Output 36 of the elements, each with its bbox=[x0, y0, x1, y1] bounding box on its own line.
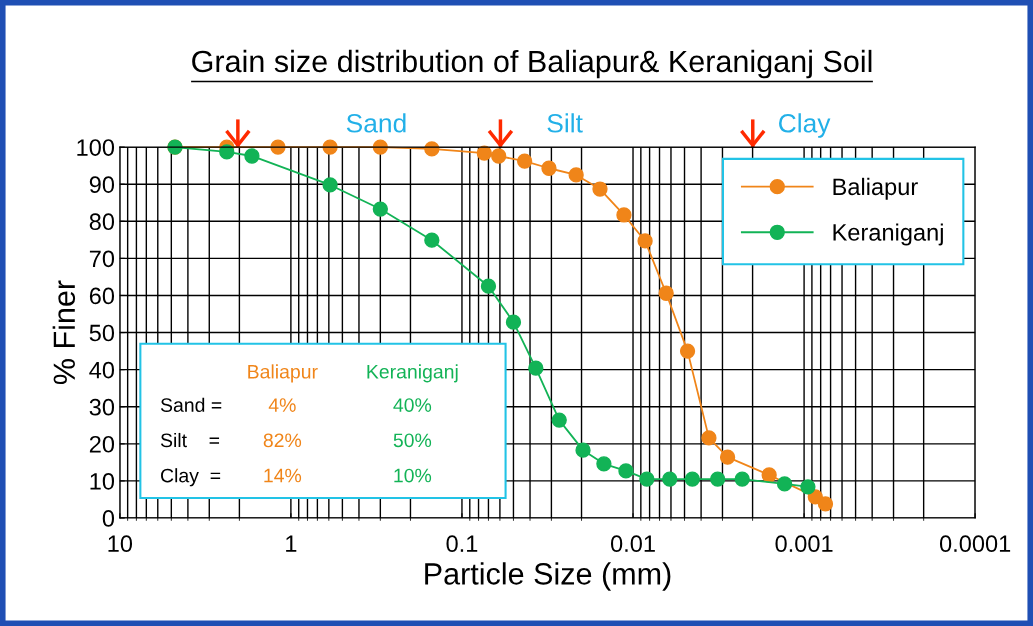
annotation: Baliapur bbox=[248, 364, 318, 383]
y-tick-label: 0 bbox=[102, 510, 115, 527]
annotation: 14% bbox=[264, 468, 302, 483]
annotation: 82% bbox=[263, 433, 302, 448]
x-tick-label: 0.1 bbox=[446, 535, 478, 553]
annotation: 50% bbox=[393, 433, 432, 448]
legend-label: Keraniganj bbox=[833, 223, 943, 246]
x-tick-label: 0.0001 bbox=[939, 535, 1011, 553]
y-tick-label: 80 bbox=[89, 213, 115, 231]
y-tick-label: 70 bbox=[89, 250, 115, 268]
annotation: Sand = bbox=[160, 397, 222, 412]
x-tick-label: 0.01 bbox=[610, 535, 655, 553]
y-tick-label: 40 bbox=[89, 361, 115, 379]
legend-label: Baliapur bbox=[833, 177, 918, 200]
y-axis-title: % Finer bbox=[52, 280, 76, 385]
x-tick-label: 0.001 bbox=[775, 535, 833, 553]
annotation: 40% bbox=[393, 398, 432, 412]
annotation: 4% bbox=[268, 398, 296, 412]
x-tick-label: 10 bbox=[108, 535, 133, 553]
annotation: Keraniganj bbox=[367, 364, 458, 383]
y-tick-label: 50 bbox=[89, 324, 115, 342]
annotation: Clay = bbox=[161, 468, 221, 487]
y-tick-label: 20 bbox=[89, 435, 115, 453]
text: Clay bbox=[779, 113, 831, 138]
annotation: 10% bbox=[394, 468, 432, 483]
chart-title: Grain size distribution of Baliapur& Keraniganj Soil bbox=[192, 49, 872, 79]
annotation: Silt = bbox=[160, 432, 220, 448]
text: Sand bbox=[346, 113, 406, 133]
x-axis-title: Particle Size (mm) bbox=[425, 562, 671, 591]
text: Silt bbox=[547, 113, 583, 133]
y-tick-label: 90 bbox=[89, 176, 115, 193]
y-tick-label: 60 bbox=[89, 287, 115, 305]
x-tick-label: 1 bbox=[286, 535, 297, 552]
y-tick-label: 10 bbox=[90, 472, 115, 490]
y-tick-label: 100 bbox=[77, 139, 115, 156]
y-tick-label: 30 bbox=[89, 398, 115, 416]
